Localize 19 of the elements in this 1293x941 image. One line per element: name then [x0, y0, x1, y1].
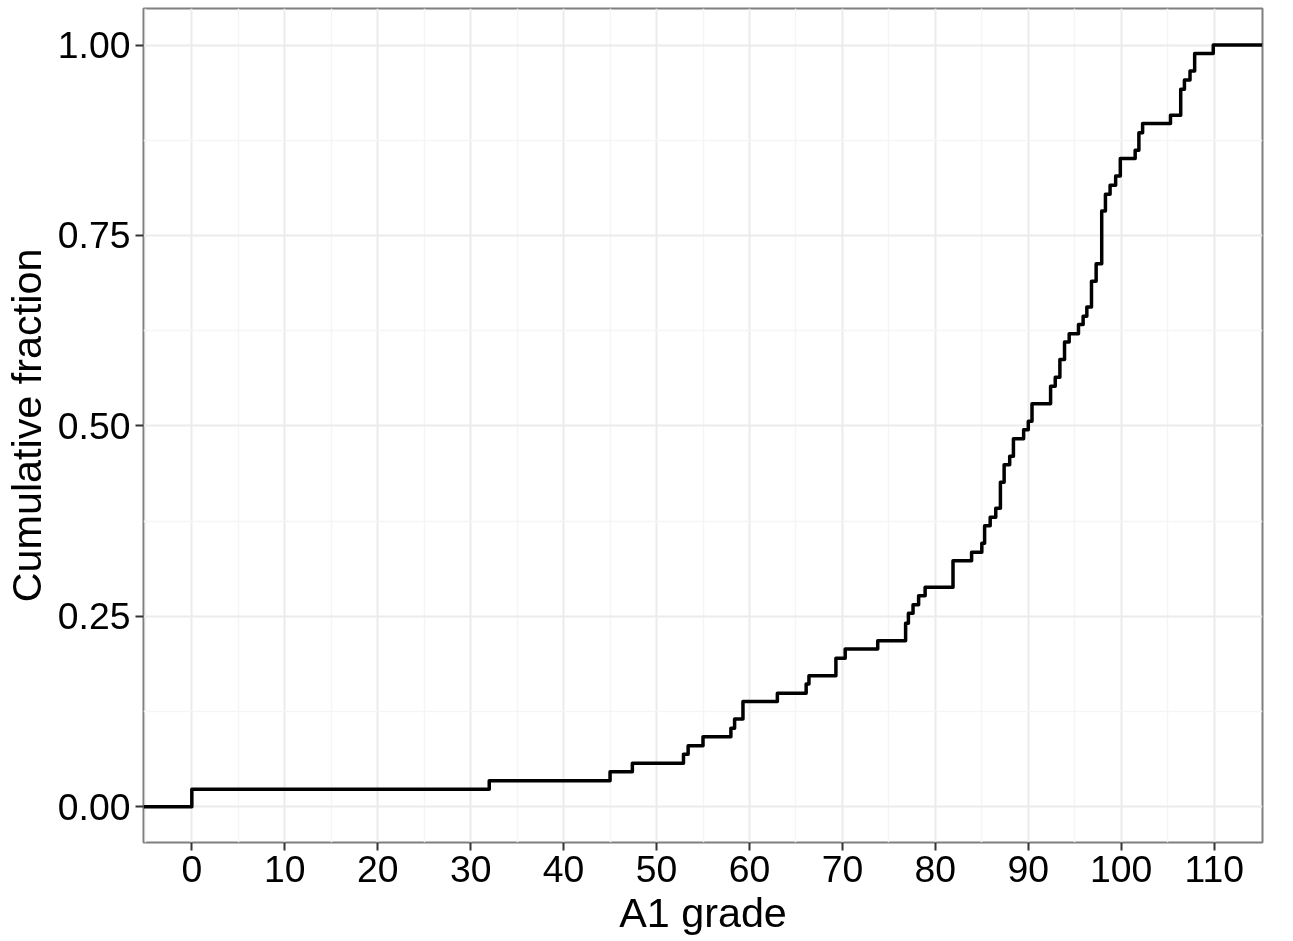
y-tick-label: 0.00: [57, 785, 131, 828]
y-tick-label: 0.25: [57, 595, 131, 638]
x-tick-label: 50: [635, 847, 678, 890]
x-tick-label: 90: [1007, 847, 1050, 890]
x-tick-label: 80: [914, 847, 957, 890]
y-axis-title: Cumulative fraction: [3, 248, 50, 603]
x-tick-label: 60: [728, 847, 771, 890]
x-tick-label: 100: [1090, 847, 1153, 890]
x-axis-title: A1 grade: [619, 889, 787, 936]
x-tick-label: 30: [449, 847, 492, 890]
x-tick-label: 10: [264, 847, 306, 890]
x-tick-label: 70: [821, 847, 864, 890]
x-tick-label: 0: [181, 847, 203, 890]
y-tick-label: 0.75: [57, 214, 131, 257]
y-tick-label: 1.00: [57, 24, 131, 67]
x-tick-label: 110: [1184, 847, 1244, 890]
x-tick-label: 40: [542, 847, 585, 890]
y-tick-label: 0.50: [57, 404, 131, 447]
x-tick-label: 20: [356, 847, 399, 890]
